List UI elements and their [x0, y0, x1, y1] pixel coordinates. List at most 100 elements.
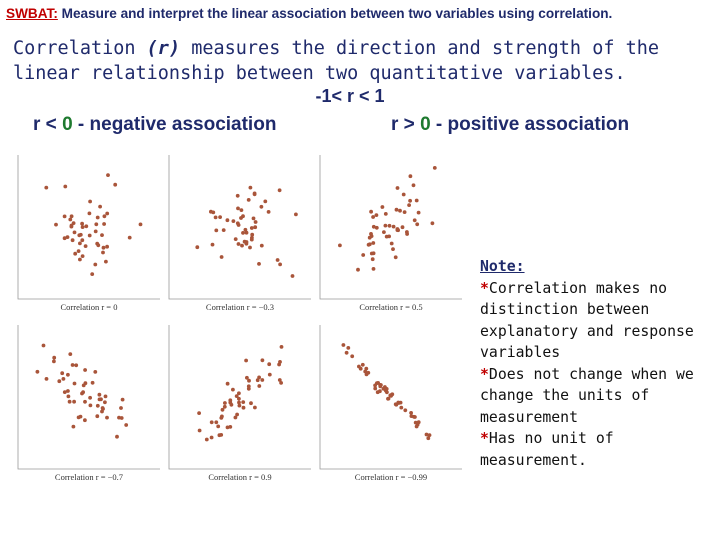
- scatter-point: [102, 214, 107, 219]
- scatter-point: [44, 377, 49, 381]
- scatter-point: [279, 381, 283, 385]
- panel-axis: [168, 155, 311, 300]
- objective-text: Measure and interpret the linear associa…: [57, 6, 613, 21]
- scatter-point: [209, 420, 214, 425]
- scatter-point: [408, 198, 412, 203]
- scatter-point: [403, 408, 408, 413]
- scatter-point: [364, 366, 369, 371]
- scatter-point: [363, 369, 368, 374]
- scatter-point: [253, 225, 258, 230]
- scatter-point: [66, 372, 70, 377]
- scatter-point: [244, 241, 249, 246]
- scatter-point: [83, 244, 88, 248]
- scatter-point: [405, 232, 409, 236]
- scatter-point: [388, 393, 393, 398]
- note-item-text: Does not change when we change the units…: [480, 365, 694, 426]
- scatter-point: [267, 362, 272, 367]
- scatter-point: [237, 391, 241, 396]
- scatter-point: [369, 209, 373, 214]
- scatter-point: [213, 215, 218, 220]
- scatter-point: [277, 378, 282, 382]
- scatter-point: [100, 233, 104, 237]
- scatterplot-panel: Correlation r = 0: [16, 153, 162, 319]
- scatter-point: [100, 406, 105, 410]
- scatter-point: [413, 420, 418, 425]
- scatter-point: [95, 215, 100, 220]
- scatter-point: [88, 199, 92, 204]
- scatter-point: [416, 420, 421, 425]
- scatter-point: [66, 394, 71, 399]
- scatterplot-caption: Correlation r = −0.99: [354, 472, 428, 482]
- scatter-point: [225, 425, 230, 430]
- negative-suffix: - negative association: [72, 114, 277, 135]
- scatter-point: [41, 343, 46, 348]
- scatter-point: [104, 259, 108, 264]
- scatter-point: [383, 223, 388, 228]
- scatter-point: [90, 380, 95, 385]
- scatter-point: [245, 375, 249, 380]
- scatter-point: [237, 403, 242, 408]
- scatter-point: [373, 383, 377, 388]
- scatter-point: [244, 230, 249, 235]
- scatter-point: [90, 272, 95, 276]
- scatter-point: [370, 257, 375, 262]
- scatter-point: [395, 186, 400, 190]
- definition-paragraph: Correlation (r) measures the direction a…: [13, 36, 703, 86]
- definition-text: measures the direction and strength of t…: [13, 38, 660, 84]
- scatterplot-svg: [319, 325, 462, 470]
- scatter-point: [220, 407, 225, 412]
- scatter-point: [278, 262, 282, 267]
- scatter-point: [266, 210, 271, 214]
- scatter-point: [424, 432, 429, 437]
- scatter-point: [83, 368, 87, 372]
- note-heading: Note:: [480, 258, 525, 275]
- scatter-point: [102, 222, 106, 226]
- scatter-point: [393, 255, 398, 260]
- scatter-point: [278, 360, 282, 364]
- scatter-point: [97, 392, 102, 397]
- scatter-point: [229, 402, 234, 407]
- scatter-point: [356, 267, 360, 272]
- note-item-text: Has no unit of measurement.: [480, 430, 614, 469]
- scatter-point: [88, 395, 92, 400]
- scatter-point: [275, 258, 280, 262]
- scatterplot-panel: Correlation r = −0.7: [16, 323, 162, 489]
- scatter-point: [241, 405, 246, 410]
- scatter-point: [240, 243, 244, 248]
- scatter-point: [87, 211, 92, 216]
- scatter-point: [197, 411, 201, 415]
- panel-axis: [17, 325, 160, 470]
- scatter-point: [105, 244, 109, 249]
- scatter-point: [394, 207, 399, 212]
- scatter-point: [54, 222, 58, 227]
- note-item: *Has no unit of measurement.: [480, 428, 712, 471]
- asterisk-icon: *: [480, 430, 489, 447]
- scatter-point: [357, 364, 361, 369]
- scatter-point: [101, 250, 105, 255]
- scatterplot-caption: Correlation r = 0: [60, 302, 118, 312]
- scatterplot-grid: Correlation r = 0 Correlation r = −0.3 C…: [16, 153, 464, 489]
- scatter-point: [252, 191, 257, 196]
- scatter-point: [228, 425, 233, 429]
- scatter-point: [383, 212, 388, 216]
- scatter-point: [98, 204, 102, 209]
- scatter-point: [214, 228, 219, 233]
- scatter-point: [374, 213, 379, 217]
- scatter-point: [81, 383, 86, 388]
- scatter-point: [373, 386, 378, 391]
- scatter-point: [100, 409, 104, 414]
- negative-number: 0: [62, 114, 73, 135]
- scatter-point: [87, 233, 92, 238]
- scatter-point: [236, 242, 241, 246]
- scatter-point: [247, 378, 251, 383]
- panel-axis: [319, 155, 462, 300]
- scatter-point: [237, 396, 241, 401]
- scatter-point: [267, 372, 272, 377]
- scatter-point: [387, 234, 391, 239]
- scatter-point: [127, 235, 132, 240]
- scatter-point: [402, 210, 407, 214]
- scatter-point: [294, 212, 298, 217]
- scatter-point: [44, 185, 49, 190]
- scatter-point: [374, 225, 379, 230]
- scatter-point: [391, 224, 396, 229]
